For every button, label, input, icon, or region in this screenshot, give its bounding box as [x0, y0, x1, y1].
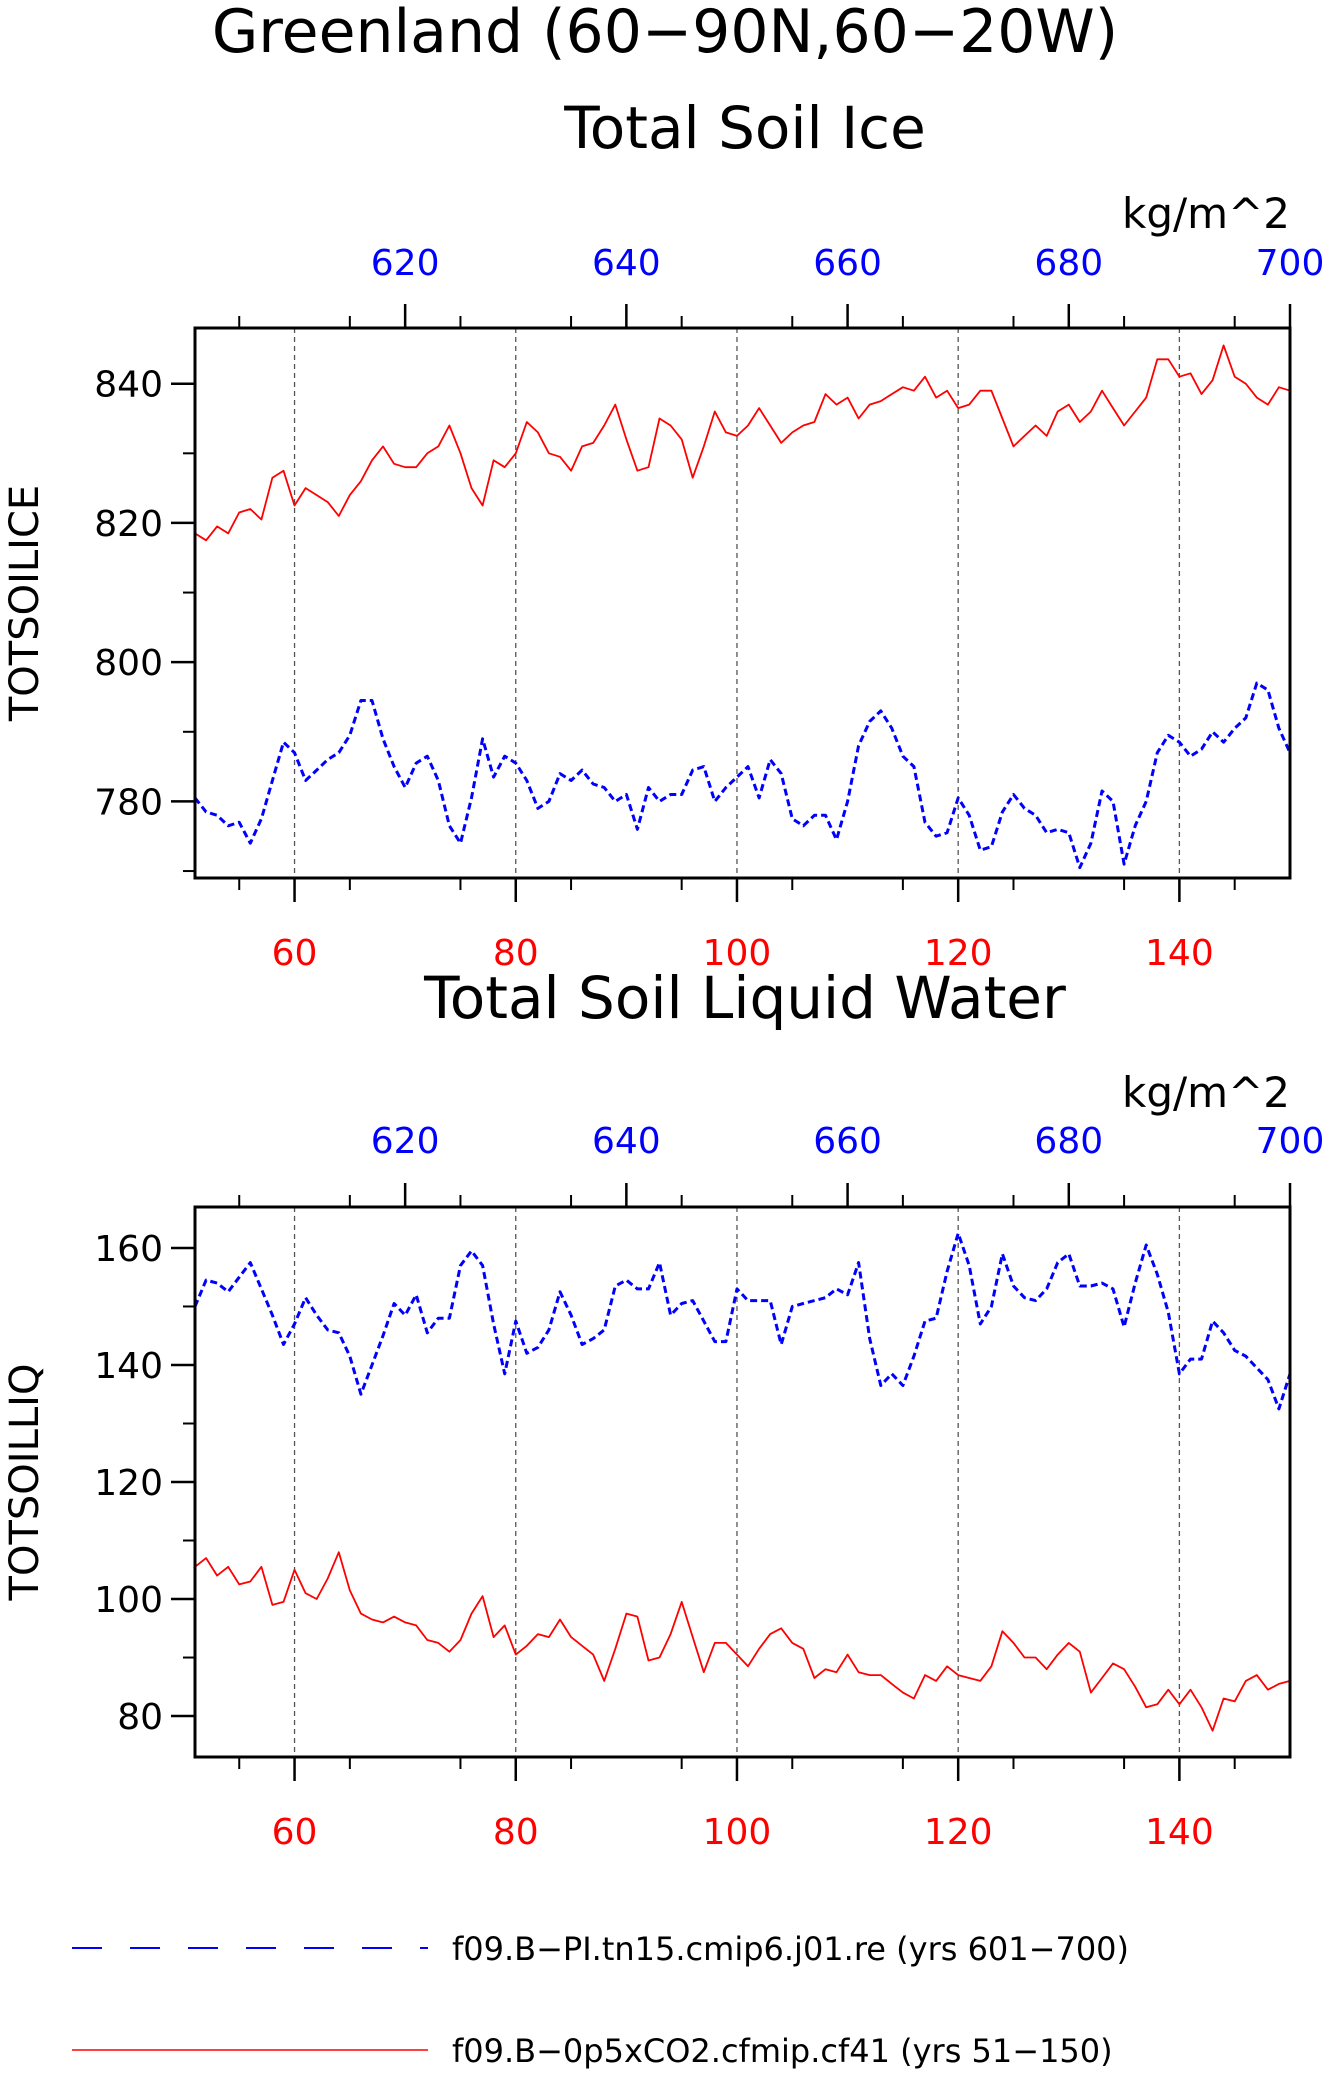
y-tick-label: 160: [94, 1229, 163, 1270]
y-tick-label: 80: [117, 1697, 163, 1738]
series-line-red: [194, 344, 1291, 542]
x-tick-label: 100: [703, 933, 772, 974]
y-axis-label: TOTSOILICE: [2, 485, 48, 722]
x-tick-label: 100: [703, 1812, 772, 1853]
units-label: kg/m^2: [1122, 189, 1290, 238]
x-tick-label: 120: [924, 1812, 993, 1853]
legend-label: f09.B−PI.tn15.cmip6.j01.re (yrs 601−700): [452, 1930, 1129, 1968]
x-top-tick-label: 700: [1256, 243, 1325, 284]
legend-label: f09.B−0p5xCO2.cfmip.cf41 (yrs 51−150): [452, 2032, 1113, 2070]
y-tick-label: 840: [94, 365, 163, 406]
plot-frame: [193, 326, 1292, 880]
plot-frame: [193, 1205, 1292, 1759]
y-tick-label: 100: [94, 1580, 163, 1621]
y-tick-label: 120: [94, 1463, 163, 1504]
x-top-tick-label: 620: [371, 243, 440, 284]
x-top-tick-label: 620: [371, 1121, 440, 1162]
x-tick-label: 60: [272, 933, 318, 974]
series-line-blue: [193, 681, 1292, 870]
units-label: kg/m^2: [1122, 1068, 1290, 1117]
chart-title: Total Soil Liquid Water: [423, 964, 1066, 1032]
chart-title: Total Soil Ice: [563, 94, 926, 162]
y-tick-label: 140: [94, 1346, 163, 1387]
y-axis-label: TOTSOILLIQ: [2, 1364, 48, 1602]
y-tick-label: 820: [94, 504, 163, 545]
x-top-tick-label: 660: [813, 243, 882, 284]
x-tick-label: 80: [493, 1812, 539, 1853]
x-top-tick-label: 640: [592, 1121, 661, 1162]
legend: f09.B−PI.tn15.cmip6.j01.re (yrs 601−700)…: [72, 1930, 1129, 2070]
x-tick-label: 140: [1145, 933, 1214, 974]
x-tick-label: 80: [493, 933, 539, 974]
page-title: Greenland (60−90N,60−20W): [212, 0, 1118, 67]
chart-panels: Total Soil Ice kg/m^2 TOTSOILICE 60 80 100 120…: [2, 94, 1324, 1853]
y-tick-label: 800: [94, 643, 163, 684]
y-tick-label: 780: [94, 782, 163, 823]
x-tick-label: 140: [1145, 1812, 1214, 1853]
x-top-tick-label: 660: [813, 1121, 882, 1162]
x-tick-label: 60: [272, 1812, 318, 1853]
x-top-tick-label: 680: [1034, 243, 1103, 284]
x-tick-label: 120: [924, 933, 993, 974]
chart-panel-1: Total Soil Ice kg/m^2 TOTSOILICE 60 80 100 120…: [2, 94, 1324, 974]
series-line-blue: [193, 1231, 1292, 1411]
chart-panel-2: Total Soil Liquid Water kg/m^2 TOTSOILLIQ 6…: [2, 964, 1324, 1853]
series-line-red: [194, 1551, 1291, 1732]
x-top-tick-label: 700: [1256, 1121, 1325, 1162]
x-top-tick-label: 680: [1034, 1121, 1103, 1162]
x-top-tick-label: 640: [592, 243, 661, 284]
